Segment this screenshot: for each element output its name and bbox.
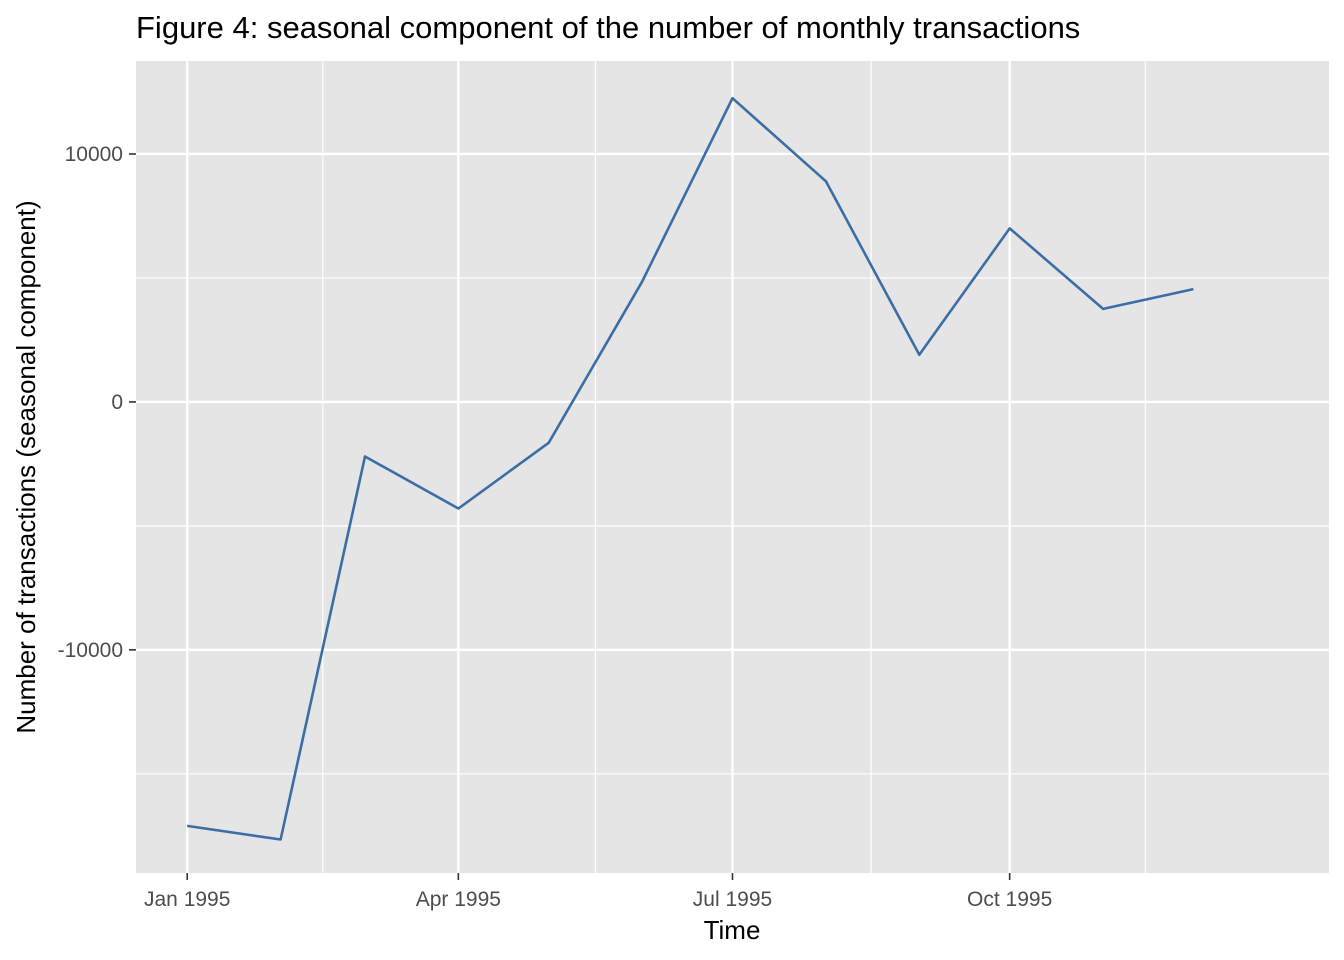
chart-title: Figure 4: seasonal component of the numb… [136, 10, 1080, 45]
x-tick-label: Oct 1995 [967, 888, 1052, 911]
x-tick-label: Jan 1995 [144, 888, 230, 911]
y-tick-label: 0 [111, 391, 123, 414]
x-axis-title: Time [704, 915, 761, 945]
x-axis: Jan 1995 Apr 1995 Jul 1995 Oct 1995 [144, 873, 1052, 911]
x-tick-label: Jul 1995 [693, 888, 772, 911]
major-gridlines [136, 61, 1329, 873]
y-axis: -10000 0 10000 [58, 143, 136, 662]
y-tick-label: 10000 [65, 143, 123, 166]
y-axis-title: Number of transactions (seasonal compone… [11, 200, 41, 733]
series-line [187, 96, 1194, 841]
series-layer [187, 96, 1194, 841]
x-tick-label: Apr 1995 [416, 888, 501, 911]
y-tick-label: -10000 [58, 639, 123, 662]
